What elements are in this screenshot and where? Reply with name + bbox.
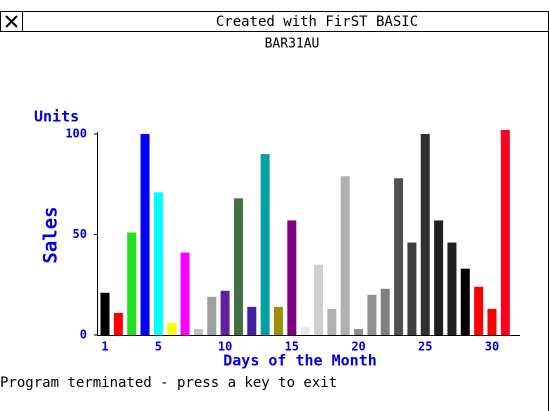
bar — [233, 198, 243, 335]
bar — [153, 192, 163, 335]
bar — [273, 306, 283, 335]
bar — [460, 268, 470, 335]
bar — [314, 264, 324, 335]
bar — [127, 232, 137, 335]
bar — [327, 308, 337, 335]
bar — [354, 328, 364, 335]
bar — [380, 288, 390, 335]
bar — [500, 129, 510, 335]
bar — [474, 286, 484, 335]
bar — [367, 294, 377, 335]
y-axis-label: Sales — [40, 206, 62, 263]
bar — [447, 242, 457, 335]
x-tick-label: 20 — [351, 340, 365, 354]
x-tick-label: 1 — [101, 340, 108, 354]
bar — [407, 242, 417, 335]
y-tick-label: 0 — [80, 328, 87, 342]
chart-title: BAR31AU — [265, 37, 320, 52]
bar — [434, 220, 444, 335]
x-tick-label: 30 — [485, 340, 499, 354]
status-line: Program terminated - press a key to exit — [0, 375, 337, 391]
y-tick-label: 100 — [65, 127, 87, 141]
bar — [287, 220, 297, 335]
bar — [260, 154, 270, 335]
bar — [420, 134, 430, 335]
x-tick-label: 10 — [218, 340, 232, 354]
bar — [100, 292, 110, 335]
window-title: Created with FirST BASIC — [216, 14, 418, 30]
bar — [207, 296, 217, 335]
bar — [180, 252, 190, 335]
x-axis-label: Days of the Month — [223, 352, 377, 370]
x-tick-label: 25 — [418, 340, 432, 354]
close-icon — [5, 15, 18, 28]
bar — [247, 306, 257, 335]
bar — [220, 290, 230, 335]
y-unit: Units — [34, 108, 79, 126]
x-tick-label: 15 — [285, 340, 299, 354]
bar — [193, 328, 203, 335]
bar — [394, 178, 404, 335]
bar — [113, 312, 123, 335]
bar — [140, 134, 150, 335]
x-tick-label: 5 — [155, 340, 162, 354]
bar — [300, 326, 310, 335]
y-tick-label: 50 — [73, 227, 87, 241]
bar — [487, 308, 497, 335]
bar — [340, 176, 350, 335]
bar — [167, 322, 177, 335]
